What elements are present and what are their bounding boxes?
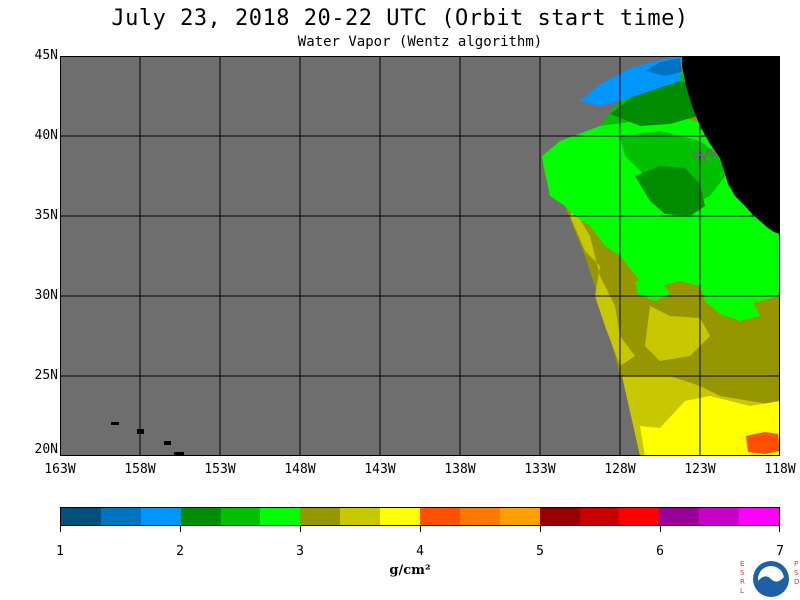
station-marker	[692, 151, 708, 163]
color-scale-segment	[420, 508, 460, 525]
colorbar-tick	[420, 526, 421, 532]
color-scale-segment	[659, 508, 700, 525]
swath-yellow-olive-mid	[645, 306, 710, 361]
lat-label: 20N	[34, 442, 58, 457]
color-scale-segment	[260, 508, 301, 525]
island	[111, 422, 119, 425]
colorbar-tick	[300, 526, 301, 532]
lon-label: 143W	[364, 462, 396, 477]
color-scale-segment	[300, 508, 341, 525]
color-scale-segment	[459, 508, 500, 525]
swath-yellow-olive-west	[550, 181, 635, 366]
colorbar-tick	[60, 526, 61, 532]
color-scale-segment	[61, 508, 101, 525]
lat-label: 30N	[34, 288, 58, 303]
lon-label: 138W	[444, 462, 476, 477]
lon-label: 158W	[124, 462, 156, 477]
map-title: July 23, 2018 20-22 UTC (Orbit start tim…	[111, 6, 689, 31]
color-scale-segment	[699, 508, 740, 525]
lon-label: 133W	[524, 462, 556, 477]
colorbar-tick-label: 1	[56, 544, 64, 559]
color-scale-segment	[579, 508, 620, 525]
color-scale-segment	[499, 508, 540, 525]
color-scale-segment	[380, 508, 421, 525]
graticule	[60, 56, 780, 456]
lat-label: 25N	[34, 368, 58, 383]
land-mass	[682, 56, 780, 234]
color-scale-segment	[739, 508, 780, 525]
water-vapor-map: CZD	[60, 56, 780, 456]
swath-green-patch-1	[700, 281, 760, 321]
island	[174, 452, 184, 456]
noaa-emblem	[753, 561, 789, 597]
colorbar-tick	[779, 526, 780, 532]
colorbar-tick	[660, 526, 661, 532]
colorbar-tick-label: 7	[776, 544, 784, 559]
lat-label: 45N	[34, 48, 58, 63]
color-scale-segment	[140, 508, 181, 525]
color-scale-segment	[180, 508, 221, 525]
island	[164, 441, 171, 445]
lon-label: 148W	[284, 462, 316, 477]
colorbar-tick-label: 2	[176, 544, 184, 559]
map-canvas: CZD	[60, 56, 780, 456]
swath-dark-green	[635, 166, 705, 216]
swath-blue-north-2	[645, 58, 682, 76]
lon-label: 128W	[604, 462, 636, 477]
color-scale-segment	[539, 508, 580, 525]
colorbar-tick-label: 5	[536, 544, 544, 559]
lon-label: 153W	[204, 462, 236, 477]
swath-dark-green-north	[610, 78, 700, 126]
color-scale-bar	[60, 507, 780, 526]
lon-label: 118W	[764, 462, 796, 477]
colorbar-tick-label: 4	[416, 544, 424, 559]
lon-label: 123W	[684, 462, 716, 477]
color-scale-segment	[220, 508, 261, 525]
colorbar-tick-label: 6	[656, 544, 664, 559]
map-subtitle: Water Vapor (Wentz algorithm)	[297, 34, 543, 50]
colorbar-tick	[180, 526, 181, 532]
swath-orange-patch	[746, 432, 780, 454]
lon-label: 163W	[44, 462, 76, 477]
swath-green-patch-2	[635, 278, 670, 301]
lat-label: 40N	[34, 128, 58, 143]
station-label: CZD	[698, 148, 716, 159]
colorbar-tick-label: 3	[296, 544, 304, 559]
colorbar-tick	[540, 526, 541, 532]
map-frame	[60, 56, 780, 456]
lat-label: 35N	[34, 208, 58, 223]
color-scale-segment	[100, 508, 141, 525]
swath-yellow-south	[640, 396, 780, 456]
colorbar-units: g/cm²	[389, 563, 431, 578]
color-scale-segment	[619, 508, 660, 525]
color-scale-segment	[340, 508, 381, 525]
